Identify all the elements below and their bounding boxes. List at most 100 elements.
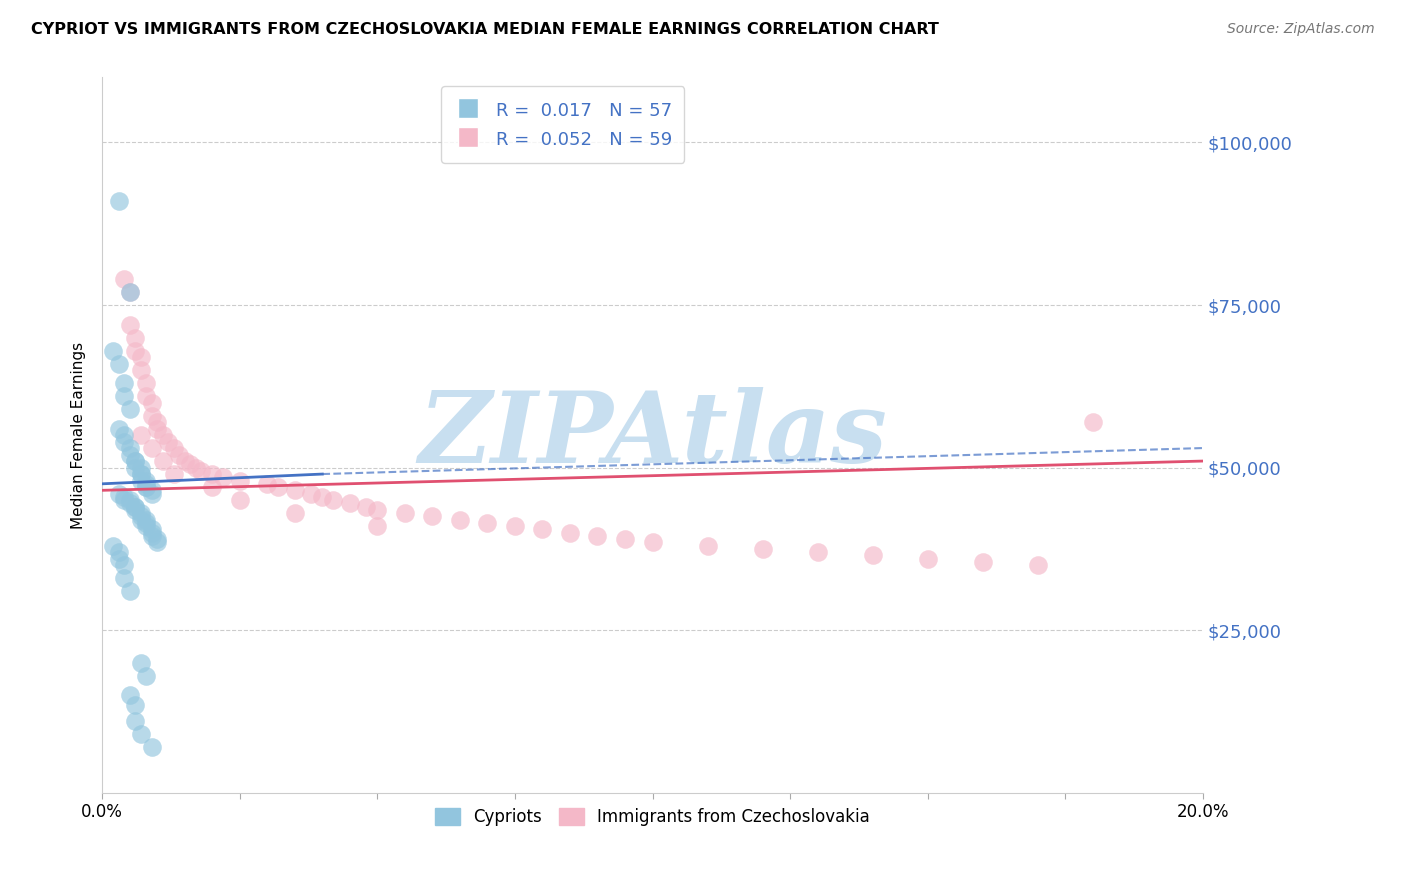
- Point: [118, 493, 141, 508]
- Point: [311, 490, 333, 504]
- Point: [124, 714, 146, 728]
- Point: [201, 480, 224, 494]
- Point: [141, 395, 163, 409]
- Point: [118, 402, 141, 417]
- Point: [135, 516, 157, 530]
- Point: [141, 409, 163, 423]
- Point: [124, 500, 146, 514]
- Point: [146, 415, 169, 429]
- Point: [129, 467, 152, 481]
- Point: [124, 500, 146, 514]
- Point: [118, 496, 141, 510]
- Point: [917, 551, 939, 566]
- Point: [129, 350, 152, 364]
- Point: [339, 496, 361, 510]
- Point: [141, 529, 163, 543]
- Point: [135, 519, 157, 533]
- Point: [107, 545, 129, 559]
- Point: [124, 460, 146, 475]
- Text: ZIPAtlas: ZIPAtlas: [418, 387, 887, 483]
- Point: [163, 441, 186, 455]
- Point: [614, 532, 637, 546]
- Point: [124, 454, 146, 468]
- Point: [118, 448, 141, 462]
- Point: [124, 330, 146, 344]
- Point: [124, 503, 146, 517]
- Point: [190, 464, 212, 478]
- Point: [173, 454, 195, 468]
- Point: [1026, 558, 1049, 573]
- Point: [107, 551, 129, 566]
- Point: [141, 483, 163, 498]
- Point: [112, 434, 135, 449]
- Point: [366, 519, 388, 533]
- Point: [118, 441, 141, 455]
- Point: [112, 571, 135, 585]
- Point: [129, 512, 152, 526]
- Point: [141, 740, 163, 755]
- Point: [129, 363, 152, 377]
- Point: [152, 428, 174, 442]
- Point: [124, 698, 146, 712]
- Point: [641, 535, 664, 549]
- Point: [862, 549, 884, 563]
- Point: [107, 357, 129, 371]
- Point: [129, 474, 152, 488]
- Point: [1081, 415, 1104, 429]
- Point: [118, 285, 141, 299]
- Point: [751, 541, 773, 556]
- Point: [146, 532, 169, 546]
- Point: [135, 480, 157, 494]
- Point: [112, 389, 135, 403]
- Point: [146, 535, 169, 549]
- Point: [135, 389, 157, 403]
- Point: [356, 500, 378, 514]
- Legend: Cypriots, Immigrants from Czechoslovakia: Cypriots, Immigrants from Czechoslovakia: [427, 799, 879, 834]
- Point: [212, 470, 235, 484]
- Point: [972, 555, 994, 569]
- Point: [124, 454, 146, 468]
- Point: [107, 421, 129, 435]
- Point: [256, 476, 278, 491]
- Point: [152, 454, 174, 468]
- Point: [118, 688, 141, 702]
- Point: [129, 656, 152, 670]
- Point: [146, 421, 169, 435]
- Point: [184, 460, 207, 475]
- Point: [807, 545, 830, 559]
- Point: [135, 512, 157, 526]
- Point: [167, 448, 190, 462]
- Point: [141, 525, 163, 540]
- Point: [129, 428, 152, 442]
- Point: [129, 506, 152, 520]
- Point: [118, 318, 141, 332]
- Point: [135, 480, 157, 494]
- Point: [503, 519, 526, 533]
- Point: [135, 376, 157, 390]
- Point: [112, 428, 135, 442]
- Point: [135, 668, 157, 682]
- Point: [112, 272, 135, 286]
- Point: [422, 509, 444, 524]
- Point: [141, 522, 163, 536]
- Point: [366, 503, 388, 517]
- Text: CYPRIOT VS IMMIGRANTS FROM CZECHOSLOVAKIA MEDIAN FEMALE EARNINGS CORRELATION CHA: CYPRIOT VS IMMIGRANTS FROM CZECHOSLOVAKI…: [31, 22, 939, 37]
- Point: [135, 474, 157, 488]
- Point: [112, 376, 135, 390]
- Point: [267, 480, 290, 494]
- Point: [107, 194, 129, 208]
- Y-axis label: Median Female Earnings: Median Female Earnings: [72, 342, 86, 529]
- Point: [112, 558, 135, 573]
- Point: [129, 727, 152, 741]
- Point: [299, 486, 322, 500]
- Point: [229, 493, 252, 508]
- Point: [586, 529, 609, 543]
- Point: [118, 584, 141, 599]
- Point: [449, 512, 471, 526]
- Point: [477, 516, 499, 530]
- Point: [284, 506, 307, 520]
- Point: [284, 483, 307, 498]
- Point: [124, 343, 146, 358]
- Point: [103, 539, 125, 553]
- Point: [696, 539, 718, 553]
